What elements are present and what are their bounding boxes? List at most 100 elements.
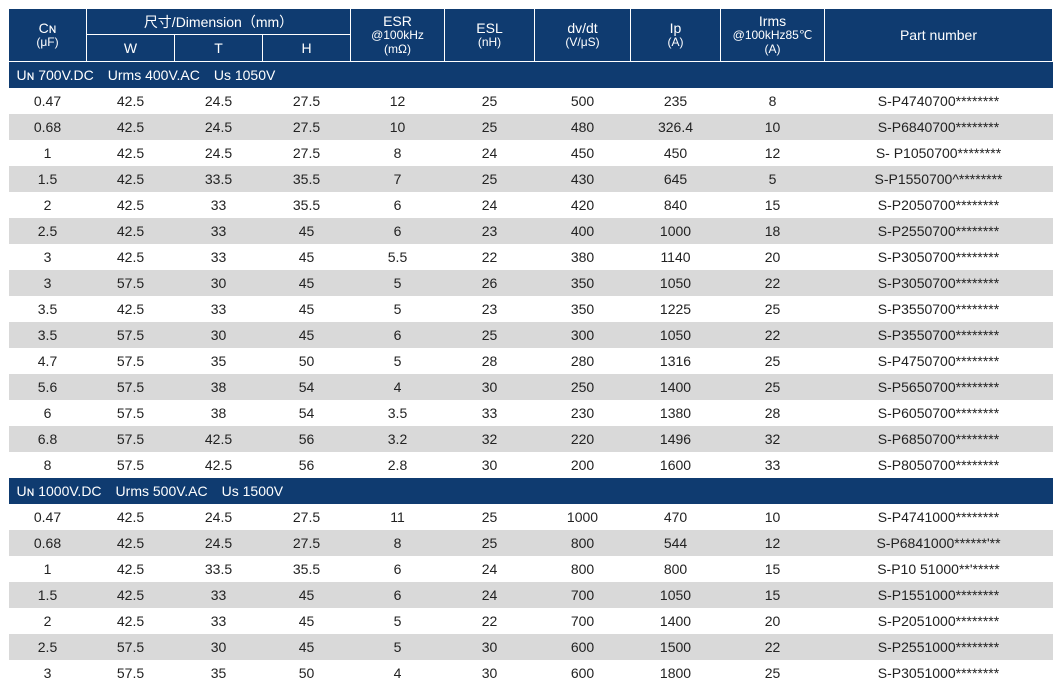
cell-cn: 1 (9, 556, 87, 582)
spec-table: Cɴ (μF) 尺寸/Dimension（mm） ESR @100kHz (mΩ… (8, 8, 1053, 686)
cell-esl: 32 (445, 426, 535, 452)
col-header-part: Part number (825, 9, 1053, 62)
col-header-irms: Irms @100kHz85℃ (A) (721, 9, 825, 62)
cell-irms: 12 (721, 530, 825, 556)
cell-t: 33 (175, 218, 263, 244)
cell-ip: 1225 (631, 296, 721, 322)
cell-t: 24.5 (175, 114, 263, 140)
cell-h: 45 (263, 270, 351, 296)
cell-t: 24.5 (175, 140, 263, 166)
cell-w: 57.5 (87, 348, 175, 374)
col-header-dimension: 尺寸/Dimension（mm） (87, 9, 351, 35)
cell-irms: 5 (721, 166, 825, 192)
cell-esr: 6 (351, 322, 445, 348)
cell-t: 33 (175, 244, 263, 270)
cell-cn: 5.6 (9, 374, 87, 400)
col-header-ip-label: Ip (633, 20, 718, 36)
cell-cn: 2.5 (9, 634, 87, 660)
cell-part: S-P6850700******** (825, 426, 1053, 452)
cell-esr: 10 (351, 114, 445, 140)
cell-irms: 32 (721, 426, 825, 452)
cell-esl: 24 (445, 582, 535, 608)
cell-w: 57.5 (87, 270, 175, 296)
cell-dvdt: 380 (535, 244, 631, 270)
cell-esr: 5 (351, 634, 445, 660)
cell-w: 42.5 (87, 140, 175, 166)
cell-dvdt: 350 (535, 296, 631, 322)
cell-w: 57.5 (87, 634, 175, 660)
cell-esl: 25 (445, 530, 535, 556)
cell-part: S-P1551000******** (825, 582, 1053, 608)
col-header-ip-unit: (A) (633, 36, 718, 50)
cell-part: S-P3051000******** (825, 660, 1053, 686)
col-header-t: T (175, 35, 263, 61)
cell-esr: 5 (351, 348, 445, 374)
cell-ip: 1140 (631, 244, 721, 270)
cell-irms: 8 (721, 88, 825, 114)
cell-dvdt: 280 (535, 348, 631, 374)
cell-dvdt: 250 (535, 374, 631, 400)
cell-esl: 30 (445, 452, 535, 478)
cell-ip: 1500 (631, 634, 721, 660)
cell-dvdt: 1000 (535, 504, 631, 530)
cell-w: 42.5 (87, 166, 175, 192)
cell-irms: 10 (721, 114, 825, 140)
cell-h: 35.5 (263, 192, 351, 218)
cell-cn: 0.47 (9, 88, 87, 114)
cell-h: 27.5 (263, 88, 351, 114)
cell-ip: 800 (631, 556, 721, 582)
cell-esl: 25 (445, 88, 535, 114)
cell-irms: 20 (721, 244, 825, 270)
cell-esr: 6 (351, 582, 445, 608)
cell-dvdt: 420 (535, 192, 631, 218)
table-row: 0.6842.524.527.582580054412S-P6841000***… (9, 530, 1053, 556)
cell-dvdt: 430 (535, 166, 631, 192)
cell-t: 42.5 (175, 452, 263, 478)
cell-esl: 30 (445, 374, 535, 400)
col-header-irms-unit: (A) (723, 43, 822, 57)
cell-dvdt: 500 (535, 88, 631, 114)
cell-esr: 6 (351, 218, 445, 244)
cell-part: S-P3050700******** (825, 244, 1053, 270)
cell-cn: 8 (9, 452, 87, 478)
col-header-irms-label: Irms (723, 13, 822, 29)
table-row: 242.53345522700140020S-P2051000******** (9, 608, 1053, 634)
cell-h: 35.5 (263, 166, 351, 192)
table-body: Uɴ 700V.DC Urms 400V.AC Us 1050V0.4742.5… (9, 61, 1053, 686)
cell-t: 30 (175, 322, 263, 348)
cell-esr: 5 (351, 296, 445, 322)
cell-cn: 2.5 (9, 218, 87, 244)
cell-esr: 5.5 (351, 244, 445, 270)
table-row: 0.4742.524.527.51125100047010S-P4741000*… (9, 504, 1053, 530)
cell-esr: 3.2 (351, 426, 445, 452)
cell-cn: 0.68 (9, 114, 87, 140)
cell-esl: 26 (445, 270, 535, 296)
cell-h: 27.5 (263, 114, 351, 140)
cell-cn: 2 (9, 192, 87, 218)
col-header-esl-unit: (nH) (447, 36, 532, 50)
cell-part: S-P6050700******** (825, 400, 1053, 426)
cell-cn: 0.68 (9, 530, 87, 556)
cell-part: S-P4740700******** (825, 88, 1053, 114)
cell-esl: 23 (445, 218, 535, 244)
table-row: 0.6842.524.527.51025480326.410S-P6840700… (9, 114, 1053, 140)
cell-cn: 3.5 (9, 296, 87, 322)
cell-esl: 23 (445, 296, 535, 322)
cell-dvdt: 350 (535, 270, 631, 296)
col-header-part-label: Part number (825, 23, 1052, 47)
table-row: 342.533455.522380114020S-P3050700*******… (9, 244, 1053, 270)
cell-ip: 1380 (631, 400, 721, 426)
table-row: 3.542.53345523350122525S-P3550700*******… (9, 296, 1053, 322)
cell-w: 57.5 (87, 426, 175, 452)
cell-t: 35 (175, 660, 263, 686)
cell-dvdt: 200 (535, 452, 631, 478)
cell-cn: 3 (9, 244, 87, 270)
cell-w: 57.5 (87, 374, 175, 400)
col-header-h-label: H (263, 36, 350, 60)
cell-h: 45 (263, 582, 351, 608)
cell-ip: 470 (631, 504, 721, 530)
table-row: 357.53550430600180025S-P3051000******** (9, 660, 1053, 686)
cell-dvdt: 480 (535, 114, 631, 140)
cell-esl: 33 (445, 400, 535, 426)
cell-cn: 3 (9, 270, 87, 296)
